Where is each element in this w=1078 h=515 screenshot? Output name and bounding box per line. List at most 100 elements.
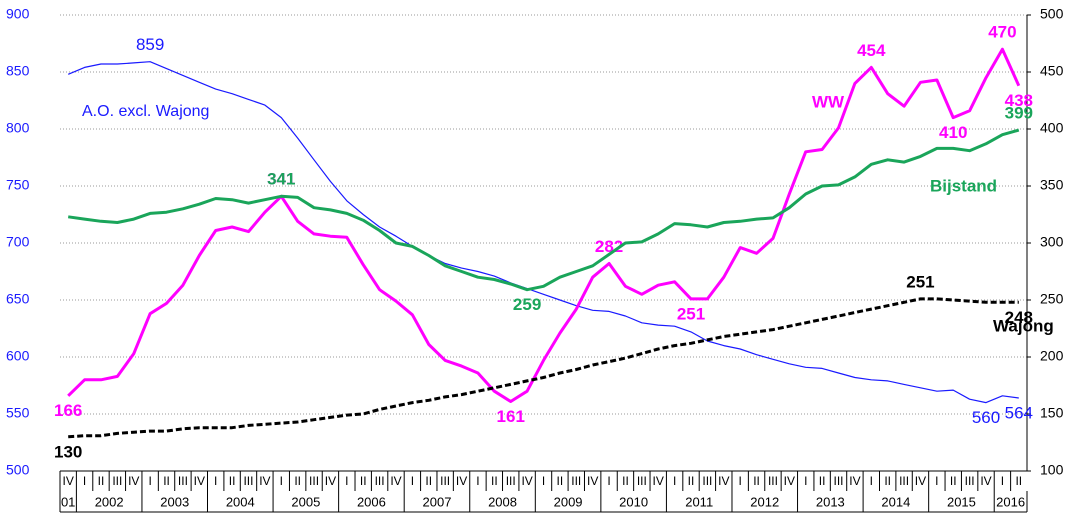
year-label: 2003	[160, 494, 189, 509]
x-tick-label: II	[950, 474, 957, 488]
x-tick-label: III	[965, 474, 975, 488]
y-tick-label: 550	[6, 405, 30, 421]
x-tick-label: IV	[456, 474, 467, 488]
x-tick-label: I	[935, 474, 938, 488]
x-tick-label: II	[425, 474, 432, 488]
year-label: 2002	[95, 494, 124, 509]
x-tick-label: I	[83, 474, 86, 488]
x-tick-label: III	[768, 474, 778, 488]
x-tick-label: IV	[128, 474, 139, 488]
x-tick-label: III	[112, 474, 122, 488]
legend-label: Wajong	[993, 316, 1054, 335]
year-label: 2004	[226, 494, 255, 509]
year-label: 2008	[488, 494, 517, 509]
y2-tick-label: 250	[1040, 291, 1064, 307]
line-series	[67, 61, 1019, 404]
data-label: 438	[1005, 91, 1033, 110]
y2-tick-label: 350	[1040, 177, 1064, 193]
x-tick-label: IV	[784, 474, 795, 488]
y-tick-label: 900	[6, 6, 30, 22]
year-label: 2009	[554, 494, 583, 509]
y-tick-label: 700	[6, 234, 30, 250]
x-tick-label: II	[819, 474, 826, 488]
y-tick-label: 850	[6, 63, 30, 79]
data-label: 161	[497, 407, 525, 426]
line-series	[67, 47, 1021, 403]
legend-label: A.O. excl. Wajong	[82, 103, 209, 120]
data-label: 399	[1005, 104, 1033, 123]
x-tick-label: II	[163, 474, 170, 488]
y2-tick-label: 200	[1040, 348, 1064, 364]
data-label: 259	[513, 295, 541, 314]
y2-tick-label: 150	[1040, 405, 1064, 421]
year-label: 2006	[357, 494, 386, 509]
line-series	[68, 297, 1019, 439]
data-label: 130	[54, 442, 82, 461]
y2-tick-label: 450	[1040, 63, 1064, 79]
x-tick-label: IV	[915, 474, 926, 488]
y2-tick-label: 300	[1040, 234, 1064, 250]
x-tick-label: I	[345, 474, 348, 488]
y-tick-label: 750	[6, 177, 30, 193]
x-tick-label: III	[571, 474, 581, 488]
x-tick-label: III	[899, 474, 909, 488]
x-tick-label: IV	[390, 474, 401, 488]
x-tick-label: II	[1015, 474, 1022, 488]
x-tick-label: I	[870, 474, 873, 488]
x-tick-label: III	[702, 474, 712, 488]
x-tick-label: II	[622, 474, 629, 488]
y2-tick-label: 100	[1040, 462, 1064, 478]
data-label: 560	[972, 408, 1000, 427]
x-tick-label: IV	[980, 474, 991, 488]
x-tick-label: IV	[849, 474, 860, 488]
y-tick-label: 650	[6, 291, 30, 307]
line-series	[67, 128, 1020, 292]
data-label: 341	[267, 170, 295, 189]
x-tick-label: III	[834, 474, 844, 488]
data-label: 251	[677, 304, 705, 323]
data-label: 470	[988, 23, 1016, 42]
y2-tick-label: 500	[1040, 6, 1064, 22]
y-tick-label: 800	[6, 120, 30, 136]
year-label: 2013	[816, 494, 845, 509]
year-label: 2007	[423, 494, 452, 509]
x-tick-label: II	[491, 474, 498, 488]
x-tick-label: II	[753, 474, 760, 488]
year-label: 2016	[996, 494, 1025, 509]
x-tick-label: III	[440, 474, 450, 488]
x-tick-label: IV	[259, 474, 270, 488]
x-tick-label: IV	[325, 474, 336, 488]
x-tick-label: III	[637, 474, 647, 488]
x-tick-label: II	[884, 474, 891, 488]
year-label: 2015	[947, 494, 976, 509]
x-tick-label: I	[214, 474, 217, 488]
x-tick-label: I	[739, 474, 742, 488]
legend-label: Bijstand	[930, 176, 997, 195]
data-label: 410	[939, 123, 967, 142]
x-tick-label: I	[1001, 474, 1004, 488]
x-tick-label: I	[804, 474, 807, 488]
x-tick-label: I	[673, 474, 676, 488]
x-tick-label: II	[688, 474, 695, 488]
x-tick-label: II	[229, 474, 236, 488]
year-label: 2011	[685, 494, 713, 509]
x-tick-label: IV	[653, 474, 664, 488]
data-label: 166	[54, 401, 82, 420]
y2-tick-label: 400	[1040, 120, 1064, 136]
x-tick-label: IV	[194, 474, 205, 488]
x-tick-label: III	[375, 474, 385, 488]
x-tick-label: I	[542, 474, 545, 488]
x-tick-label: III	[178, 474, 188, 488]
x-tick-label: I	[280, 474, 283, 488]
x-tick-label: I	[607, 474, 610, 488]
x-tick-label: III	[506, 474, 516, 488]
data-label: 248	[1005, 308, 1033, 327]
x-tick-label: I	[411, 474, 414, 488]
data-label: 859	[136, 35, 164, 54]
year-label: 2010	[619, 494, 648, 509]
data-label: 564	[1005, 404, 1033, 423]
x-tick-label: IV	[521, 474, 532, 488]
data-label: 341	[267, 170, 295, 189]
x-tick-label: II	[294, 474, 301, 488]
